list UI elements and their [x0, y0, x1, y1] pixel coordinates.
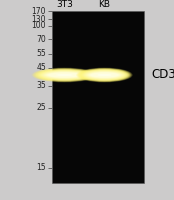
Text: 45: 45	[36, 64, 46, 72]
Ellipse shape	[43, 71, 86, 79]
Ellipse shape	[38, 70, 91, 80]
Ellipse shape	[37, 69, 92, 81]
Ellipse shape	[83, 70, 126, 80]
Ellipse shape	[78, 68, 130, 82]
Text: 130: 130	[32, 15, 46, 23]
Ellipse shape	[77, 68, 132, 82]
Ellipse shape	[32, 68, 97, 82]
Ellipse shape	[39, 70, 89, 80]
Ellipse shape	[84, 70, 125, 80]
Ellipse shape	[82, 70, 126, 80]
Text: 15: 15	[37, 164, 46, 172]
Ellipse shape	[77, 68, 132, 82]
Text: 55: 55	[36, 49, 46, 58]
Text: CD33: CD33	[151, 68, 174, 82]
Ellipse shape	[86, 71, 123, 79]
Ellipse shape	[33, 68, 96, 82]
Text: KB: KB	[98, 0, 110, 9]
Ellipse shape	[41, 70, 88, 80]
Ellipse shape	[47, 72, 82, 78]
Ellipse shape	[84, 70, 125, 80]
Ellipse shape	[90, 73, 118, 77]
Ellipse shape	[36, 69, 93, 81]
Ellipse shape	[48, 72, 81, 78]
Ellipse shape	[34, 68, 94, 82]
Text: 25: 25	[37, 104, 46, 112]
Ellipse shape	[81, 69, 128, 81]
Ellipse shape	[87, 71, 122, 79]
Text: 100: 100	[32, 21, 46, 30]
Ellipse shape	[34, 68, 95, 82]
Ellipse shape	[42, 71, 86, 79]
Ellipse shape	[40, 70, 89, 80]
Ellipse shape	[31, 68, 97, 82]
Ellipse shape	[78, 68, 131, 82]
Ellipse shape	[45, 72, 83, 78]
Ellipse shape	[85, 71, 124, 79]
Ellipse shape	[46, 72, 83, 78]
Ellipse shape	[44, 71, 85, 79]
Ellipse shape	[39, 70, 90, 80]
Bar	[52, 11, 144, 183]
Ellipse shape	[48, 73, 80, 77]
Ellipse shape	[35, 69, 94, 81]
Ellipse shape	[87, 71, 121, 79]
Ellipse shape	[37, 69, 92, 81]
Text: 35: 35	[36, 82, 46, 90]
Ellipse shape	[80, 69, 128, 81]
Ellipse shape	[79, 69, 130, 81]
Ellipse shape	[97, 74, 112, 76]
Ellipse shape	[76, 68, 133, 82]
Text: 70: 70	[36, 34, 46, 44]
Ellipse shape	[82, 70, 127, 80]
Text: 170: 170	[32, 6, 46, 16]
Ellipse shape	[89, 72, 120, 78]
Ellipse shape	[88, 72, 121, 78]
Ellipse shape	[45, 71, 84, 79]
Ellipse shape	[85, 71, 123, 79]
Ellipse shape	[56, 74, 73, 76]
Ellipse shape	[80, 69, 129, 81]
Ellipse shape	[89, 72, 120, 78]
Text: 3T3: 3T3	[56, 0, 73, 9]
Ellipse shape	[42, 71, 87, 79]
Ellipse shape	[90, 72, 119, 78]
